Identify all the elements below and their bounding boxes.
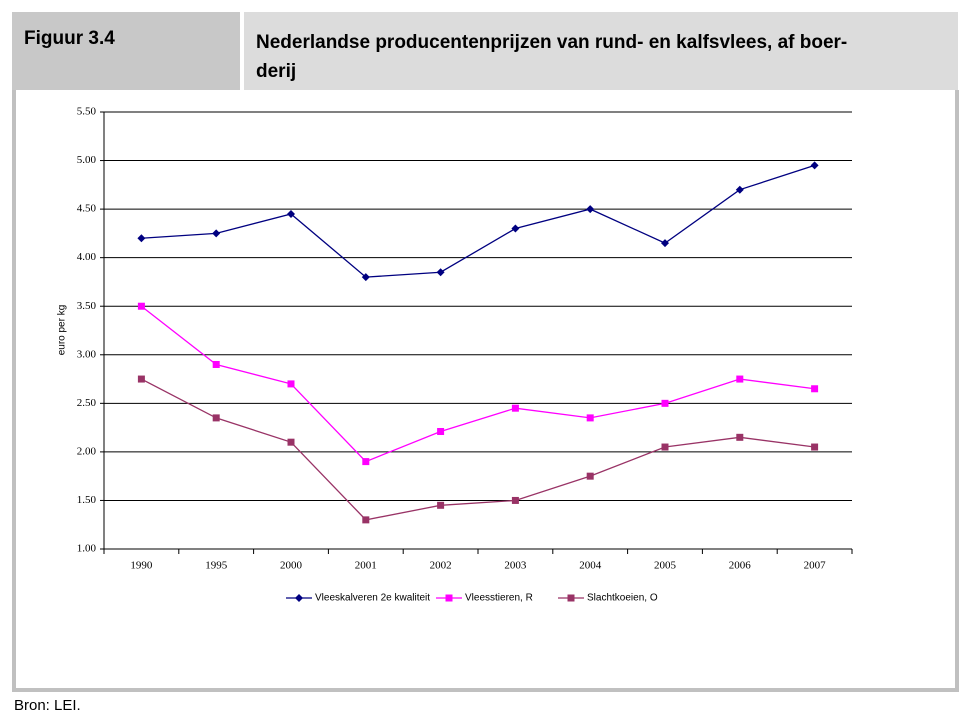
data-point [586,205,595,214]
data-point [436,268,445,277]
figure-label: Figuur 3.4 [12,12,240,90]
data-point [811,443,819,451]
data-point [811,385,819,393]
data-point [810,161,819,170]
title-line: Nederlandse producentenprijzen van rund-… [256,32,848,53]
y-tick-label: 4.50 [77,203,97,215]
y-tick-label: 1.50 [77,494,97,506]
data-point [511,224,520,233]
legend-marker [295,594,303,602]
series-line [141,164,815,278]
data-point [287,209,295,218]
legend-marker [445,594,453,602]
data-point [437,501,445,509]
data-point [736,375,744,383]
y-tick-label: 3.50 [77,300,97,312]
x-tick-label: 1995 [205,560,228,572]
data-point [137,234,146,243]
data-point [661,399,669,407]
data-point [362,458,370,466]
frame [955,90,959,690]
data-point [511,404,519,412]
data-point [362,516,370,524]
source: Bron: LEI. [14,697,81,714]
data-point [437,427,445,435]
data-point [212,229,221,238]
data-point [735,185,744,194]
data-point [361,273,370,282]
data-point [736,433,744,441]
data-point [661,239,669,248]
series-line [141,305,815,463]
x-tick-label: 2002 [430,560,452,572]
y-tick-label: 5.00 [77,154,97,166]
x-tick-label: 2006 [729,560,752,572]
x-tick-label: 2007 [804,560,827,572]
y-axis-label: euro per kg [57,305,68,356]
data-point [212,360,220,368]
legend-label: Slachtkoeien, O [587,593,658,604]
x-tick-label: 2001 [355,560,377,572]
y-tick-label: 2.50 [77,397,97,409]
series-line [141,378,815,521]
legend-marker [567,594,575,602]
x-tick-label: 2003 [504,560,527,572]
legend-label: Vleeskalveren 2e kwaliteit [315,593,430,604]
data-point [287,438,295,446]
x-tick-label: 2005 [654,560,677,572]
data-point [661,443,669,451]
data-point [287,380,295,388]
y-tick-label: 5.50 [77,106,97,118]
y-tick-label: 4.00 [77,251,97,263]
chart: euro per kg 1.00 1.50 2.00 2.50 3.00 3.50 4.00… [57,106,853,604]
x-tick-label: 2000 [280,560,303,572]
data-point [511,496,519,504]
title-line: derij [256,61,297,82]
data-point [586,414,594,422]
data-point [586,472,594,480]
data-point [137,375,145,383]
x-tick-label: 2004 [579,560,602,572]
y-tick-label: 3.00 [77,348,97,360]
y-tick-label: 1.00 [77,543,97,555]
data-point [137,302,145,310]
y-tick-label: 2.00 [77,445,97,457]
frame [12,688,959,692]
figure-title: Nederlandse producentenprijzen van rund-… [244,12,958,90]
data-point [212,414,220,422]
legend-label: Vleesstieren, R [465,593,533,604]
frame [12,90,16,690]
x-tick-label: 1990 [130,560,153,572]
